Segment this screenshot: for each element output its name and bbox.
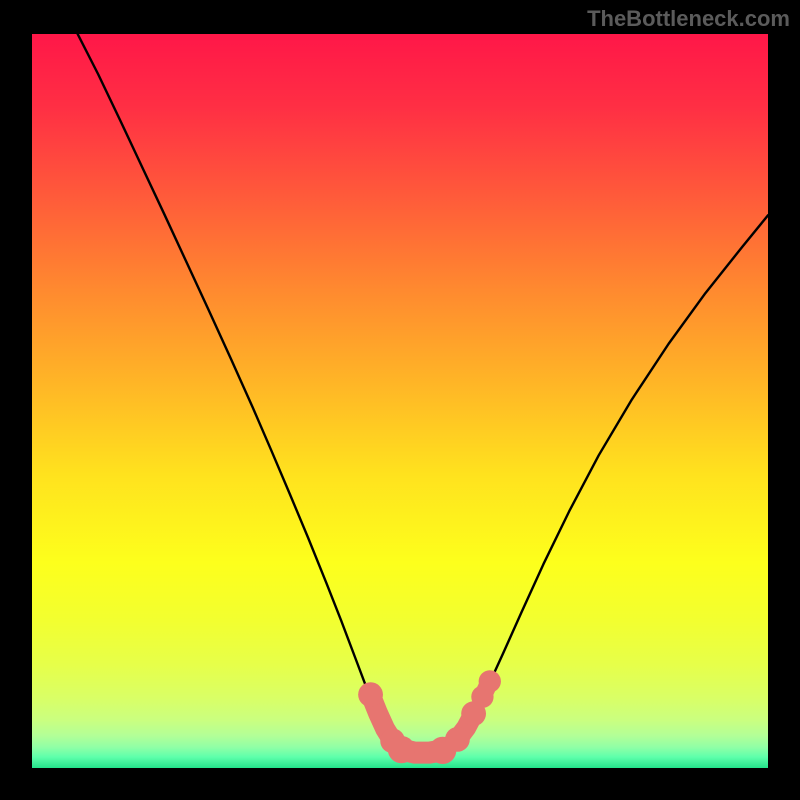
marker-cap-0-0 <box>358 682 383 707</box>
plot-area <box>32 34 768 768</box>
watermark-text: TheBottleneck.com <box>587 6 790 32</box>
chart-svg <box>32 34 768 768</box>
marker-cap-3-1 <box>479 670 501 692</box>
marker-cap-1-0 <box>388 736 415 763</box>
gradient-background <box>32 34 768 768</box>
marker-cap-2-0 <box>445 727 470 752</box>
